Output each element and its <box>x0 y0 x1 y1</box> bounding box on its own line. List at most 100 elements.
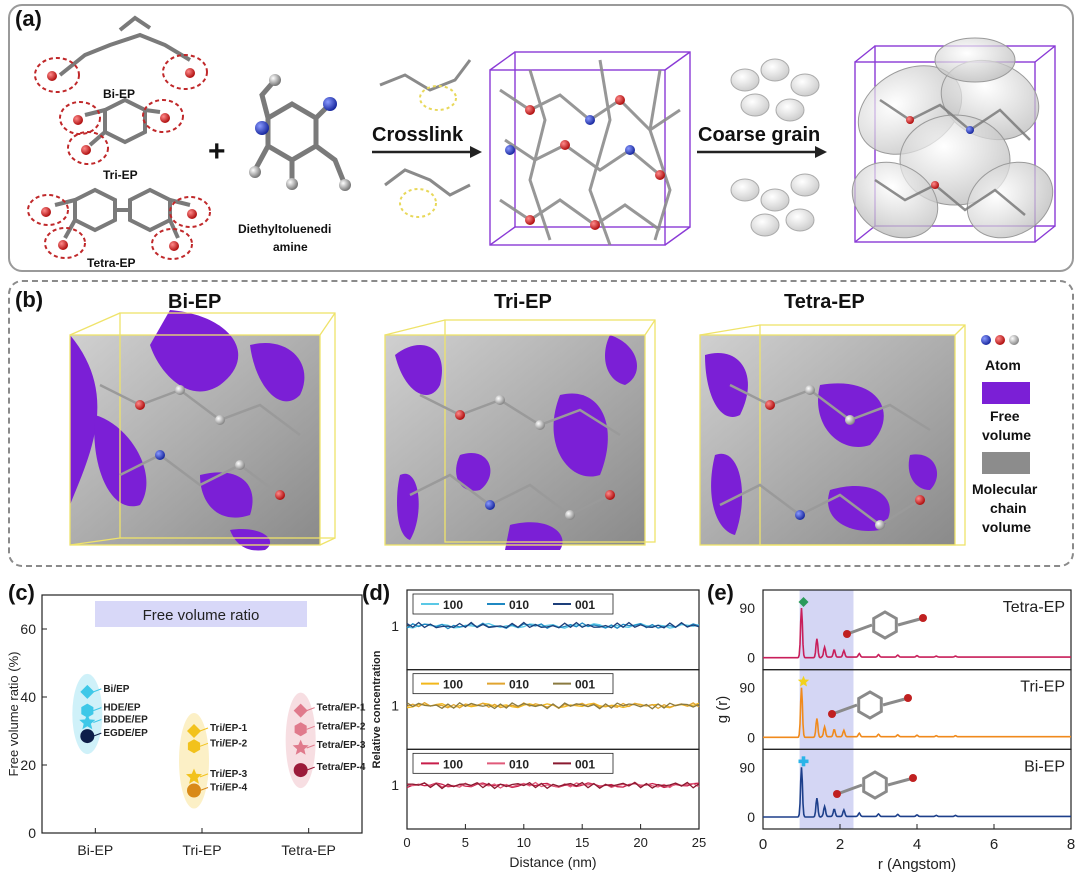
series-line <box>406 621 700 629</box>
oxygen-atom <box>904 694 912 702</box>
x-tick-label: 4 <box>913 836 921 853</box>
bond <box>834 697 906 715</box>
leader-line <box>93 707 102 712</box>
molecule-inset <box>839 770 911 800</box>
plus-sign: + <box>208 135 226 168</box>
panel-b-title-tri: Tri-EP <box>494 291 552 313</box>
point-label: Bi/EP <box>103 684 129 695</box>
data-point <box>186 768 202 784</box>
y-tick-label: 40 <box>20 689 36 705</box>
legend-atom-blue <box>981 335 991 345</box>
legend-box <box>412 593 614 615</box>
legend-free-volume-line2: volume <box>982 427 1032 443</box>
legend-free-volume-line1: Free <box>990 408 1020 424</box>
legend-free-volume-swatch <box>982 382 1030 404</box>
tetra-ep-box <box>700 335 955 545</box>
peak-marker <box>798 597 809 607</box>
panel-a-illustration <box>27 15 1056 260</box>
leader-line <box>93 688 102 693</box>
legend-atom-white <box>1009 335 1019 345</box>
legend-label: 100 <box>443 678 463 692</box>
data-point <box>81 703 94 718</box>
point-label: Tri/EP-4 <box>210 783 248 794</box>
panel-b-label: (b) <box>15 287 44 312</box>
point-label: EGDE/EP <box>103 728 148 739</box>
y-tick-label: 0 <box>28 825 36 841</box>
tetra-ep-cube-frame <box>699 324 966 546</box>
subplot-name: Tri-EP <box>1020 679 1065 696</box>
y-axis-label: g (r) <box>714 696 731 724</box>
oxygen-atom <box>828 710 836 718</box>
rdf-line <box>763 607 1071 659</box>
diamine-molecule <box>252 78 348 186</box>
legend-label: 001 <box>575 598 595 612</box>
point-label: Tetra/EP-3 <box>317 740 366 751</box>
y-tick-label: 90 <box>739 600 755 616</box>
data-point <box>187 739 201 754</box>
leader-line <box>199 787 209 791</box>
legend-chain-volume-swatch <box>982 452 1030 474</box>
peak-marker <box>797 675 810 687</box>
point-label: Tetra/EP-4 <box>317 762 366 773</box>
y-tick-label: 20 <box>20 757 36 773</box>
oxygen-atom <box>919 614 927 622</box>
x-tick-label: Tetra-EP <box>281 842 335 858</box>
ring <box>862 770 888 800</box>
x-tick-label: 0 <box>759 836 767 853</box>
diamine-label-line2: amine <box>273 240 308 254</box>
bi-ep-cube-frame <box>69 312 336 546</box>
x-tick-label: 8 <box>1067 836 1075 853</box>
x-tick-label: 5 <box>462 835 469 850</box>
y-tick-label: 0 <box>747 809 755 825</box>
coarse-grain-label: Coarse grain <box>698 124 821 146</box>
point-label: HDE/EP <box>103 703 141 714</box>
y-tick-label: 1 <box>391 777 399 793</box>
x-tick-label: Bi-EP <box>77 842 113 858</box>
leader-line <box>93 719 102 723</box>
panel-b-title-tetra: Tetra-EP <box>784 291 865 313</box>
legend-label: 010 <box>509 598 529 612</box>
coarse-grain-blobs <box>851 37 1054 239</box>
panel-a-label: (a) <box>15 6 42 31</box>
x-tick-label: 15 <box>575 835 589 850</box>
x-tick-label: 2 <box>836 836 844 853</box>
point-label: Tri/EP-2 <box>210 738 248 749</box>
panel-b-illustration <box>69 310 1019 551</box>
series-line <box>406 701 700 710</box>
atom-balls <box>135 385 925 530</box>
legend-box <box>412 673 614 695</box>
legend-chain-line1: Molecular <box>972 481 1038 497</box>
coarse-grain-icons <box>730 58 820 237</box>
leader-line <box>199 773 209 778</box>
legend-label: 010 <box>509 757 529 771</box>
y-tick-label: 1 <box>391 618 399 634</box>
data-point <box>294 722 307 737</box>
oxygen-atom <box>909 774 917 782</box>
legend-chain-line2: chain <box>990 500 1027 516</box>
series-line <box>407 781 700 790</box>
subplot-frame <box>406 748 700 830</box>
oxygen-atom <box>843 630 851 638</box>
tri-ep-cube-frame <box>384 319 656 546</box>
data-point <box>187 724 201 738</box>
leader-line <box>199 742 209 747</box>
subplot-name: Bi-EP <box>1024 758 1065 775</box>
panel-d-label: (d) <box>362 580 391 605</box>
leader-line <box>93 732 102 737</box>
x-tick-label: 6 <box>990 836 998 853</box>
data-point <box>293 703 308 718</box>
bond <box>849 617 921 635</box>
panel-b-frame <box>8 280 1074 567</box>
legend-label: 100 <box>443 598 463 612</box>
leader-line <box>306 707 315 712</box>
legend-label: 001 <box>575 678 595 692</box>
point-label: BDDE/EP <box>103 715 148 726</box>
leader-line <box>199 727 209 732</box>
x-axis-label: r (Angstom) <box>878 856 956 872</box>
bi-ep-molecule <box>58 15 192 77</box>
data-point <box>292 739 309 755</box>
y-tick-label: 90 <box>739 680 755 696</box>
x-tick-label: 20 <box>633 835 647 850</box>
legend-box <box>412 752 614 774</box>
y-tick-label: 60 <box>20 621 36 637</box>
